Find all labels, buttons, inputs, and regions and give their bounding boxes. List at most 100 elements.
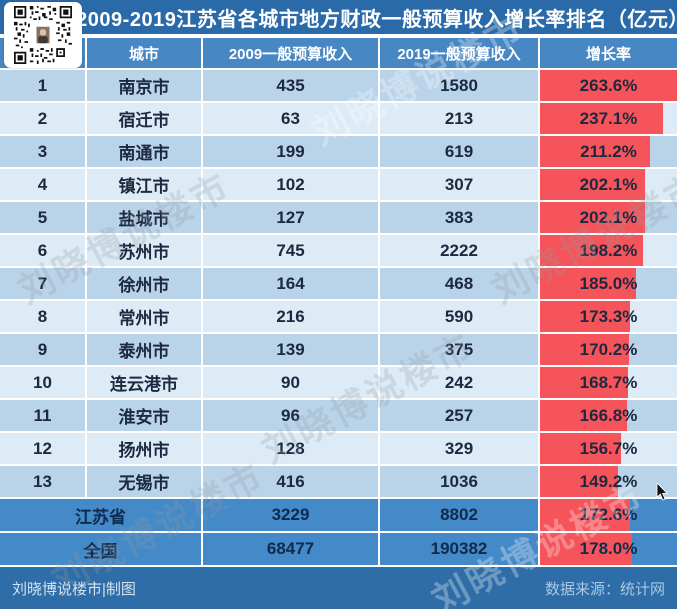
value-2019-cell: 307 <box>380 169 538 200</box>
growth-bar <box>540 400 627 431</box>
mouse-cursor <box>656 483 668 501</box>
table-row: 10 连云港市 90 242 168.7% <box>0 367 677 398</box>
growth-cell: 173.3% <box>540 301 677 332</box>
table-row: 3 南通市 199 619 211.2% <box>0 136 677 167</box>
value-2019-cell: 1036 <box>380 466 538 497</box>
rank-cell: 11 <box>0 400 85 431</box>
value-2009-cell: 63 <box>203 103 378 134</box>
city-cell: 宿迁市 <box>87 103 201 134</box>
city-cell: 徐州市 <box>87 268 201 299</box>
growth-cell: 237.1% <box>540 103 677 134</box>
growth-cell: 166.8% <box>540 400 677 431</box>
value-2019-cell: 619 <box>380 136 538 167</box>
rank-cell: 5 <box>0 202 85 233</box>
value-2009-cell: 68477 <box>203 533 378 565</box>
value-2009-cell: 139 <box>203 334 378 365</box>
value-2019-cell: 1580 <box>380 70 538 101</box>
growth-bar <box>540 367 628 398</box>
growth-cell: 170.2% <box>540 334 677 365</box>
city-cell: 连云港市 <box>87 367 201 398</box>
growth-bar <box>540 103 664 134</box>
summary-row: 全国 68477 190382 178.0% <box>0 533 677 565</box>
growth-bar <box>540 301 630 332</box>
table-row: 5 盐城市 127 383 202.1% <box>0 202 677 233</box>
growth-bar <box>540 466 618 497</box>
value-2019-cell: 2222 <box>380 235 538 266</box>
title-divider <box>0 34 677 38</box>
value-2019-cell: 468 <box>380 268 538 299</box>
growth-cell: 178.0% <box>540 533 677 565</box>
footer: 刘晓博说楼市|制图 数据来源：统计网 <box>0 567 677 609</box>
growth-bar <box>540 334 629 365</box>
city-cell: 常州市 <box>87 301 201 332</box>
value-2009-cell: 216 <box>203 301 378 332</box>
rank-cell: 1 <box>0 70 85 101</box>
city-cell: 盐城市 <box>87 202 201 233</box>
city-cell: 镇江市 <box>87 169 201 200</box>
growth-cell: 156.7% <box>540 433 677 464</box>
footer-source: 数据来源：统计网 <box>544 580 665 598</box>
table-row: 1 南京市 435 1580 263.6% <box>0 70 677 101</box>
city-cell: 泰州市 <box>87 334 201 365</box>
city-cell: 淮安市 <box>87 400 201 431</box>
city-cell: 南京市 <box>87 70 201 101</box>
table-row: 2 宿迁市 63 213 237.1% <box>0 103 677 134</box>
value-2009-cell: 3229 <box>203 499 378 531</box>
value-2019-cell: 383 <box>380 202 538 233</box>
growth-bar <box>540 169 646 200</box>
value-2019-cell: 242 <box>380 367 538 398</box>
value-2019-cell: 257 <box>380 400 538 431</box>
table-row: 8 常州市 216 590 173.3% <box>0 301 677 332</box>
summary-name-cell: 全国 <box>0 533 201 565</box>
growth-label: 202.1% <box>579 207 638 227</box>
growth-cell: 149.2% <box>540 466 677 497</box>
footer-credit: 刘晓博说楼市|制图 <box>12 580 136 598</box>
growth-label: 185.0% <box>579 273 638 293</box>
summary-name-cell: 江苏省 <box>0 499 201 531</box>
table-row: 6 苏州市 745 2222 198.2% <box>0 235 677 266</box>
rank-cell: 13 <box>0 466 85 497</box>
table-header: 城市 2009一般预算收入 2019一般预算收入 增长率 <box>0 38 677 68</box>
growth-label: 168.7% <box>579 372 638 392</box>
growth-label: 202.1% <box>579 174 638 194</box>
value-2009-cell: 416 <box>203 466 378 497</box>
growth-cell: 185.0% <box>540 268 677 299</box>
rank-cell: 6 <box>0 235 85 266</box>
header-divider <box>0 68 677 70</box>
growth-label: 198.2% <box>579 240 638 260</box>
growth-bar <box>540 70 677 101</box>
growth-cell: 202.1% <box>540 169 677 200</box>
growth-cell: 172.6% <box>540 499 677 531</box>
table-row: 12 扬州市 128 329 156.7% <box>0 433 677 464</box>
growth-label: 263.6% <box>579 75 638 95</box>
growth-label: 237.1% <box>579 108 638 128</box>
growth-bar <box>540 499 630 531</box>
header-growth: 增长率 <box>540 38 677 68</box>
qr-code-pattern <box>14 6 72 64</box>
page-title: 2009-2019江苏省各城市地方财政一般预算收入增长率排名（亿元） <box>76 8 677 31</box>
table-body: 1 南京市 435 1580 263.6% 2 宿迁市 63 213 237.1% 3 南通市 199 6… <box>0 70 677 565</box>
growth-cell: 202.1% <box>540 202 677 233</box>
table-row: 4 镇江市 102 307 202.1% <box>0 169 677 200</box>
rank-cell: 3 <box>0 136 85 167</box>
growth-label: 211.2% <box>580 141 637 161</box>
growth-bar <box>540 533 633 565</box>
growth-bar <box>540 136 650 167</box>
table-row: 11 淮安市 96 257 166.8% <box>0 400 677 431</box>
city-cell: 扬州市 <box>87 433 201 464</box>
value-2009-cell: 127 <box>203 202 378 233</box>
city-cell: 苏州市 <box>87 235 201 266</box>
growth-label: 149.2% <box>579 471 638 491</box>
value-2019-cell: 329 <box>380 433 538 464</box>
qr-code <box>4 2 82 68</box>
value-2009-cell: 199 <box>203 136 378 167</box>
growth-label: 166.8% <box>579 405 638 425</box>
city-cell: 南通市 <box>87 136 201 167</box>
growth-label: 156.7% <box>579 438 638 458</box>
rank-cell: 4 <box>0 169 85 200</box>
summary-row: 江苏省 3229 8802 172.6% <box>0 499 677 531</box>
rank-cell: 9 <box>0 334 85 365</box>
value-2019-cell: 213 <box>380 103 538 134</box>
rank-cell: 10 <box>0 367 85 398</box>
